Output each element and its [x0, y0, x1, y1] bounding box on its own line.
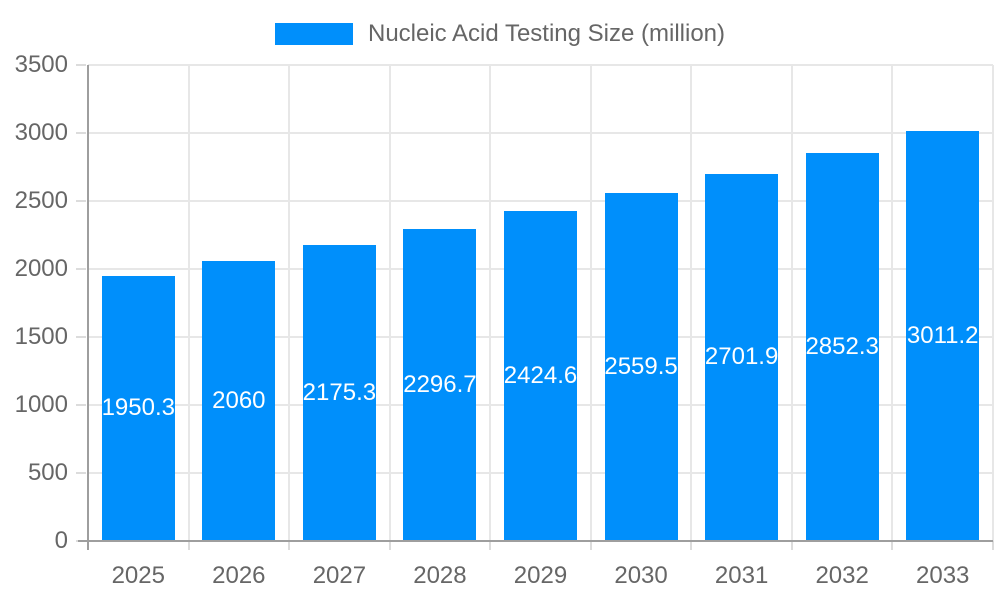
y-axis-tick: [76, 64, 86, 66]
bar-value-label: 2559.5: [604, 352, 678, 380]
y-axis-tick: [76, 200, 86, 202]
bar-2032[interactable]: 2852.3: [805, 153, 879, 541]
x-axis-label: 2026: [212, 562, 266, 589]
x-axis-label: 2028: [413, 562, 467, 589]
v-gridline: [187, 65, 190, 541]
y-axis-label: 1000: [14, 391, 68, 418]
x-axis-label: 2033: [916, 562, 970, 589]
bar-2027[interactable]: 2175.3: [303, 245, 376, 541]
legend-item[interactable]: Nucleic Acid Testing Size (million): [274, 20, 726, 48]
y-axis-label: 2500: [14, 187, 68, 214]
x-axis-label: 2032: [815, 562, 869, 589]
x-axis: [78, 540, 993, 542]
bar-2031[interactable]: 2701.9: [704, 173, 779, 541]
y-axis-label: 3000: [14, 119, 68, 146]
x-axis-tick: [589, 541, 592, 550]
y-axis-tick: [76, 132, 86, 134]
bar-value-label: 2175.3: [302, 379, 377, 407]
legend-swatch-icon: [274, 23, 353, 45]
x-axis-label: 2031: [714, 562, 769, 589]
v-gridline: [690, 65, 693, 541]
v-gridline: [489, 65, 492, 541]
x-axis-tick: [388, 541, 391, 550]
y-axis-label: 2000: [14, 255, 68, 282]
bar-2029[interactable]: 2424.6: [504, 211, 577, 541]
bar-value-label: 2060: [212, 386, 266, 414]
bar-value-label: 1950.3: [101, 394, 175, 422]
bar-2026[interactable]: 2060: [202, 260, 276, 541]
plot-area: 1950.3 2060 2175.3 2296.7 2424.6 2559.5 2701.9…: [76, 64, 994, 550]
x-axis-label: 2027: [312, 562, 367, 589]
legend: Nucleic Acid Testing Size (million): [0, 14, 1000, 54]
legend-label: Nucleic Acid Testing Size (million): [367, 20, 726, 47]
bar-value-label: 3011.2: [906, 322, 979, 350]
bar-2030[interactable]: 2559.5: [604, 192, 678, 541]
y-axis-tick: [76, 336, 86, 338]
x-axis-tick: [992, 541, 994, 550]
x-axis-tick: [489, 541, 492, 550]
v-gridline: [992, 65, 994, 541]
bar-2033[interactable]: 3011.2: [906, 131, 980, 541]
y-axis-tick: [76, 472, 86, 474]
bar-value-label: 2701.9: [704, 343, 779, 371]
y-axis-label: 3500: [14, 51, 68, 78]
x-axis-label: 2025: [111, 562, 165, 589]
v-gridline: [388, 65, 391, 541]
x-axis-label: 2029: [513, 562, 568, 589]
bar-value-label: 2852.3: [805, 333, 879, 361]
y-axis-tick: [76, 404, 86, 406]
x-axis-tick: [288, 541, 291, 550]
y-axis-label: 500: [27, 459, 68, 486]
h-gridline: [88, 200, 993, 202]
y-axis-label: 1500: [14, 323, 68, 350]
bar-value-label: 2296.7: [403, 370, 477, 398]
bar-2028[interactable]: 2296.7: [403, 228, 477, 541]
x-axis-tick: [690, 541, 693, 550]
v-gridline: [891, 65, 894, 541]
bar-value-label: 2424.6: [503, 362, 578, 390]
x-axis-tick: [891, 541, 894, 550]
v-gridline: [288, 65, 291, 541]
x-axis-tick: [790, 541, 793, 550]
bar-2025[interactable]: 1950.3: [101, 275, 175, 541]
y-axis: [87, 65, 89, 550]
y-axis-label: 0: [54, 527, 68, 554]
h-gridline: [88, 64, 993, 66]
y-axis-tick: [76, 268, 86, 270]
x-axis-label: 2030: [614, 562, 668, 589]
x-axis-tick: [187, 541, 190, 550]
h-gridline: [88, 132, 993, 134]
v-gridline: [589, 65, 592, 541]
v-gridline: [790, 65, 793, 541]
